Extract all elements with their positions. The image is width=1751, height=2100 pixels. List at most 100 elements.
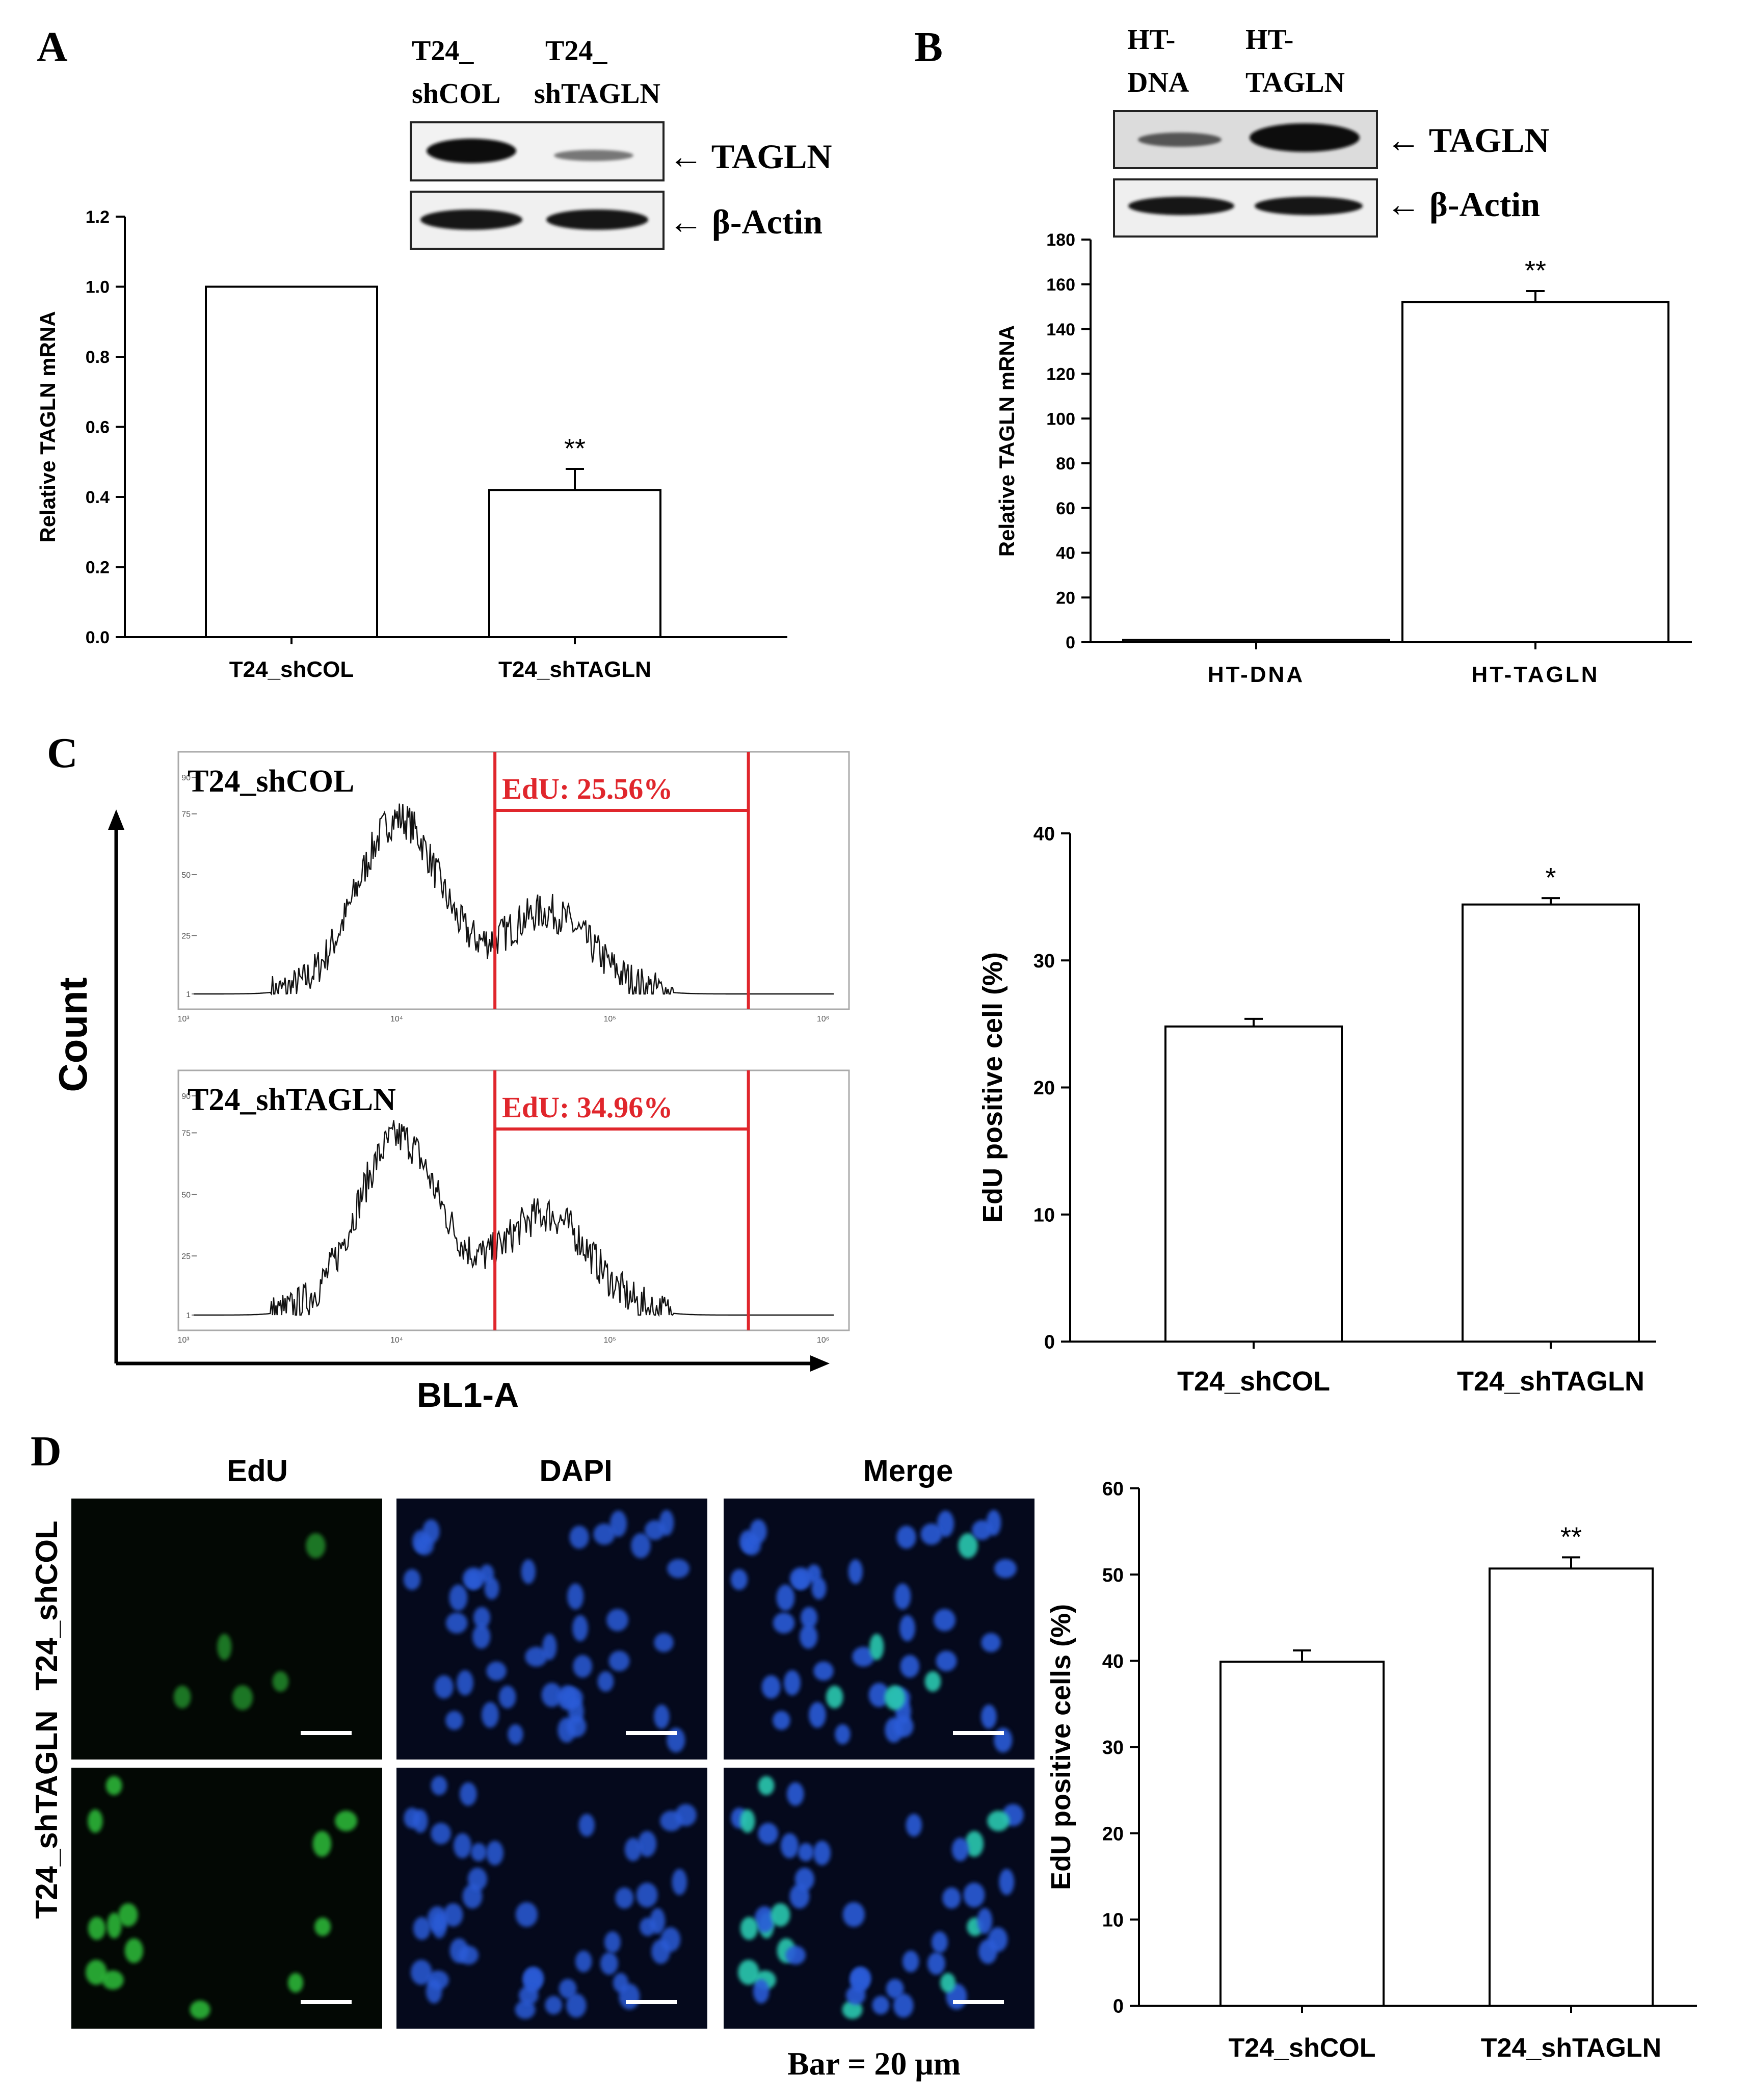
micro-tile-1-2 bbox=[724, 1768, 1034, 2029]
merge-nucleus-1-40 bbox=[753, 1979, 770, 2004]
bar-chart-d: 0 10 20 30 40 50 60 T24_shCOL T24_shTAGLN ** EdU p… bbox=[1046, 1479, 1697, 2063]
chart-a-bar-0 bbox=[205, 285, 378, 638]
merge-nucleus-1-17 bbox=[977, 1908, 993, 1934]
merge-nucleus-0-33 bbox=[750, 1519, 767, 1544]
merge-nucleus-1-16 bbox=[798, 1843, 814, 1861]
merge-nucleus-0-0 bbox=[730, 1569, 748, 1590]
chart-c-ytick-label-1: 10 bbox=[1033, 1204, 1055, 1226]
hist1-xtick-label-0: 10³ bbox=[177, 1015, 190, 1023]
chart-d-category-label-1: T24_shTAGLN bbox=[1481, 2033, 1661, 2063]
dapi-nucleus-0-10 bbox=[521, 1559, 536, 1584]
dapi-nucleus-0-13 bbox=[654, 1704, 670, 1729]
hist2-gate-label: EdU: 34.96% bbox=[502, 1091, 673, 1124]
dapi-nucleus-1-26 bbox=[515, 2000, 536, 2019]
dapi-nucleus-1-4 bbox=[575, 1950, 592, 1973]
microscopy-d: EdU DAPI Merge T24_shCOL T24_shTAGLN Bar… bbox=[30, 1454, 1034, 2082]
dapi-nucleus-0-28 bbox=[572, 1615, 588, 1642]
bar-chart-a: 0.0 0.2 0.4 0.6 0.8 1.0 1.2 T24_shCOL T24_shTAGL… bbox=[36, 207, 787, 682]
blot-a-tagln-band-2 bbox=[554, 150, 633, 161]
edu-nucleus-0-31 bbox=[232, 1685, 253, 1710]
merge-nucleus-1-21 bbox=[978, 1939, 998, 1964]
merge-nucleus-1-18 bbox=[780, 1833, 799, 1858]
chart-d-category-label-0: T24_shCOL bbox=[1229, 2033, 1376, 2063]
chart-d-ytick-label-6: 60 bbox=[1102, 1479, 1124, 1500]
chart-b-bar-1 bbox=[1401, 301, 1669, 643]
blot-a-actin-band-2 bbox=[546, 209, 648, 230]
dapi-nucleus-1-31 bbox=[636, 1882, 658, 1908]
merge-nucleus-1-32 bbox=[785, 1946, 806, 1965]
band-label-a-actin: ← β-Actin bbox=[669, 202, 823, 241]
micro-tile-bg-1-2 bbox=[724, 1768, 1034, 2029]
hist1-xtick-label-3: 10⁶ bbox=[817, 1015, 829, 1023]
edu-nucleus-1-30 bbox=[88, 1917, 106, 1940]
chart-b-ytick-label-5: 100 bbox=[1046, 409, 1075, 429]
micro-col-dapi: DAPI bbox=[539, 1454, 612, 1488]
chart-a-ytick-label-3: 0.6 bbox=[86, 418, 110, 437]
micro-tile-1-0 bbox=[71, 1768, 382, 2029]
merge-nucleus-1-29 bbox=[842, 1902, 865, 1927]
merge-nucleus-1-26 bbox=[842, 2000, 863, 2019]
hist1-trace bbox=[194, 803, 834, 996]
chart-d-bar-1 bbox=[1489, 1567, 1654, 2007]
panel-letter-d: D bbox=[31, 1428, 62, 1475]
chart-a-ytick-label-0: 0.0 bbox=[86, 628, 110, 647]
dapi-nucleus-0-7 bbox=[445, 1711, 463, 1730]
chart-b-ytick-label-8: 160 bbox=[1046, 275, 1075, 295]
chart-c-category-label-0: T24_shCOL bbox=[1177, 1366, 1330, 1397]
chart-a-significance-1: ** bbox=[564, 433, 586, 464]
flow-cytometry-c: Count BL1-A 1 25 50 75 90 10³ 10⁴ 10⁵ 10⁶ EdU: 25… bbox=[50, 751, 850, 1414]
hist1-xtick-label-1: 10⁴ bbox=[390, 1015, 403, 1023]
merge-nucleus-0-38 bbox=[896, 1526, 916, 1549]
dapi-nucleus-1-7 bbox=[486, 1841, 504, 1866]
lane-label-a-1-line2: shCOL bbox=[412, 78, 500, 110]
merge-nucleus-1-37 bbox=[927, 1952, 945, 1975]
merge-nucleus-0-3 bbox=[868, 1683, 890, 1708]
dapi-nucleus-1-42 bbox=[566, 1993, 587, 2018]
western-blot-a: T24_ shCOL T24_ shTAGLN ← TAGLN ← β-Acti… bbox=[410, 35, 832, 250]
dapi-nucleus-0-0 bbox=[403, 1569, 420, 1590]
merge-nucleus-1-43 bbox=[942, 1887, 961, 1909]
dapi-nucleus-1-34 bbox=[431, 1823, 451, 1845]
blot-b-tagln-band-1 bbox=[1138, 133, 1222, 147]
chart-b-ytick-label-1: 20 bbox=[1056, 588, 1075, 608]
merge-nucleus-0-28 bbox=[899, 1615, 915, 1642]
flow-xlabel: BL1-A bbox=[417, 1376, 519, 1414]
hist2-sample-label: T24_shTAGLN bbox=[188, 1083, 396, 1117]
hist1-gate-label: EdU: 25.56% bbox=[502, 772, 673, 805]
hist2-ytick-label-2: 50 bbox=[181, 1191, 191, 1199]
hist2-xtick-label-3: 10⁶ bbox=[817, 1336, 829, 1345]
chart-d-ylabel: EdU positive cells (%) bbox=[1046, 1604, 1076, 1890]
merge-nucleus-0-22 bbox=[869, 1634, 884, 1660]
blot-a-actin-band-1 bbox=[420, 209, 522, 230]
edu-nucleus-1-13 bbox=[124, 1938, 143, 1963]
merge-nucleus-0-43 bbox=[809, 1702, 826, 1728]
merge-nucleus-1-8 bbox=[754, 1906, 775, 1933]
merge-nucleus-0-1 bbox=[761, 1675, 781, 1699]
dapi-nucleus-0-25 bbox=[597, 1671, 614, 1692]
merge-nucleus-1-31 bbox=[963, 1882, 985, 1908]
blot-a-tagln-band-1 bbox=[427, 139, 516, 163]
chart-b-category-label-1: HT-TAGLN bbox=[1471, 662, 1599, 687]
merge-nucleus-1-14 bbox=[758, 1776, 775, 1796]
dapi-nucleus-0-43 bbox=[482, 1702, 499, 1728]
chart-b-ytick-label-6: 120 bbox=[1046, 365, 1075, 384]
merge-nucleus-1-19 bbox=[940, 1973, 956, 1993]
chart-b-category-label-0: HT-DNA bbox=[1208, 662, 1305, 687]
dapi-nucleus-1-21 bbox=[651, 1939, 671, 1964]
dapi-nucleus-0-39 bbox=[593, 1523, 615, 1545]
chart-b-ytick-label-0: 0 bbox=[1066, 633, 1075, 652]
dapi-nucleus-1-24 bbox=[559, 1979, 577, 1999]
chart-b-ytick-label-3: 60 bbox=[1056, 499, 1075, 518]
edu-nucleus-1-20 bbox=[118, 1903, 138, 1927]
dapi-nucleus-1-23 bbox=[459, 1782, 477, 1806]
chart-b-bar-0 bbox=[1122, 639, 1390, 643]
western-blot-b: HT- DNA HT- TAGLN ← TAGLN ← β-Actin bbox=[1113, 24, 1550, 238]
dapi-nucleus-0-29 bbox=[484, 1577, 499, 1600]
hist2-ytick-label-3: 75 bbox=[181, 1129, 191, 1138]
edu-nucleus-1-26 bbox=[190, 2000, 210, 2019]
dapi-nucleus-0-11 bbox=[631, 1533, 651, 1559]
dapi-nucleus-1-8 bbox=[427, 1906, 448, 1933]
lane-label-a-1-line1: T24_ bbox=[412, 35, 474, 67]
merge-nucleus-0-16 bbox=[900, 1655, 920, 1678]
